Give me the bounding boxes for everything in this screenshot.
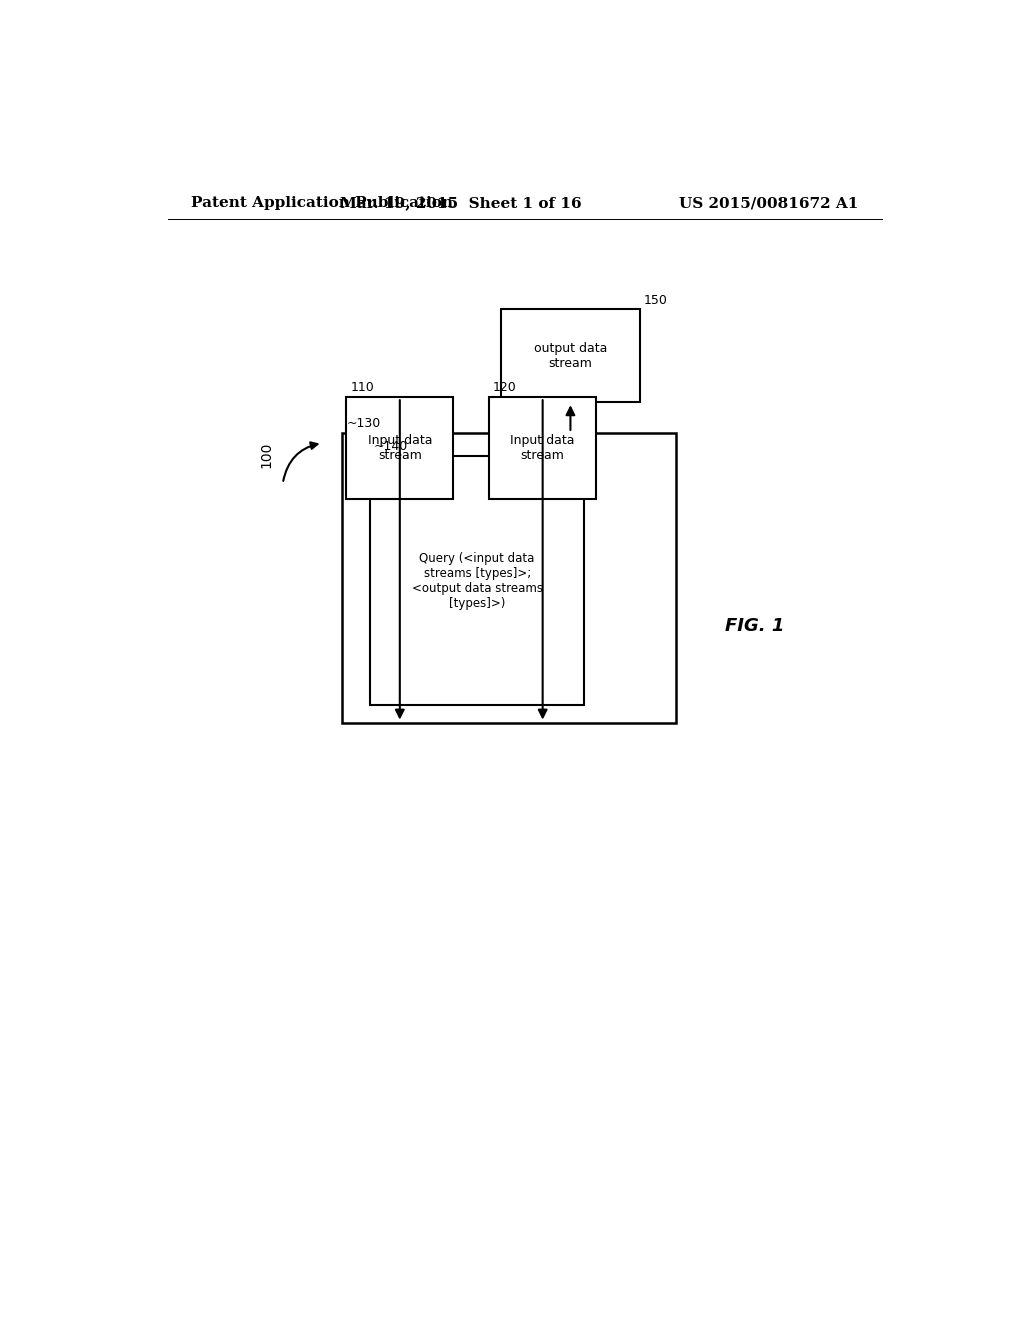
- Text: ~140: ~140: [374, 440, 409, 453]
- Text: Mar. 19, 2015  Sheet 1 of 16: Mar. 19, 2015 Sheet 1 of 16: [341, 197, 582, 210]
- Text: 120: 120: [494, 381, 517, 395]
- Bar: [342, 433, 676, 722]
- Text: ~130: ~130: [346, 417, 381, 430]
- Text: Patent Application Publication: Patent Application Publication: [191, 197, 454, 210]
- Bar: [346, 397, 454, 499]
- Text: 100: 100: [260, 442, 273, 469]
- Text: Input data
stream: Input data stream: [510, 434, 574, 462]
- Text: Query (<input data
streams [types]>;
<output data streams
[types]>): Query (<input data streams [types]>; <ou…: [412, 552, 543, 610]
- Text: 150: 150: [644, 294, 668, 306]
- Bar: [370, 457, 585, 705]
- Bar: [489, 397, 596, 499]
- Text: 110: 110: [350, 381, 374, 395]
- Text: Input data
stream: Input data stream: [368, 434, 432, 462]
- Text: US 2015/0081672 A1: US 2015/0081672 A1: [679, 197, 858, 210]
- Text: output data
stream: output data stream: [534, 342, 607, 370]
- Text: FIG. 1: FIG. 1: [725, 616, 784, 635]
- Bar: [501, 309, 640, 403]
